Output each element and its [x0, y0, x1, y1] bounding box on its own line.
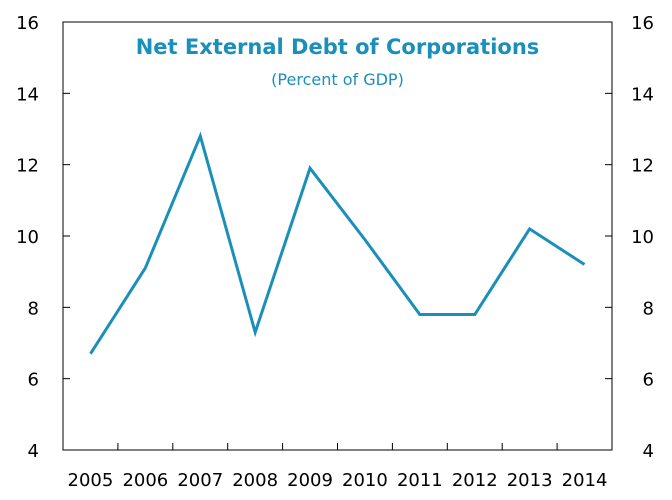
x-tick-label: 2012 [452, 470, 498, 491]
left-y-axis: 4 6 8 10 12 14 16 [16, 13, 70, 462]
left-y-tick-label: 14 [16, 84, 39, 105]
right-y-tick-label: 8 [643, 298, 654, 319]
x-tick-label: 2007 [177, 470, 223, 491]
x-tick-label: 2014 [562, 470, 608, 491]
series-layer [89, 131, 586, 355]
right-y-tick-label: 12 [631, 156, 654, 177]
x-tick-label: 2013 [507, 470, 553, 491]
left-y-tick-label: 12 [16, 156, 39, 177]
left-y-tick-label: 6 [28, 370, 39, 391]
right-y-tick-label: 10 [631, 227, 654, 248]
chart-subtitle: (Percent of GDP) [271, 70, 404, 89]
right-y-tick-label: 16 [631, 13, 654, 34]
series-line [89, 131, 586, 355]
left-y-tick-label: 8 [28, 298, 39, 319]
left-y-tick-label: 16 [16, 13, 39, 34]
x-tick-label: 2009 [287, 470, 333, 491]
x-axis: 2005 2006 2007 2008 2009 2010 2011 2012 2013 2014 [68, 443, 608, 491]
right-y-tick-label: 14 [631, 84, 654, 105]
left-y-tick-label: 10 [16, 227, 39, 248]
chart-title: Net External Debt of Corporations [136, 35, 540, 59]
x-tick-label: 2005 [68, 470, 114, 491]
left-y-tick-label: 4 [28, 441, 39, 462]
right-y-tick-label: 4 [643, 441, 654, 462]
right-y-tick-label: 6 [643, 370, 654, 391]
right-y-axis: 4 6 8 10 12 14 16 [605, 13, 654, 462]
x-tick-label: 2011 [397, 470, 443, 491]
x-tick-label: 2008 [232, 470, 278, 491]
x-tick-label: 2010 [342, 470, 388, 491]
x-tick-label: 2006 [122, 470, 168, 491]
